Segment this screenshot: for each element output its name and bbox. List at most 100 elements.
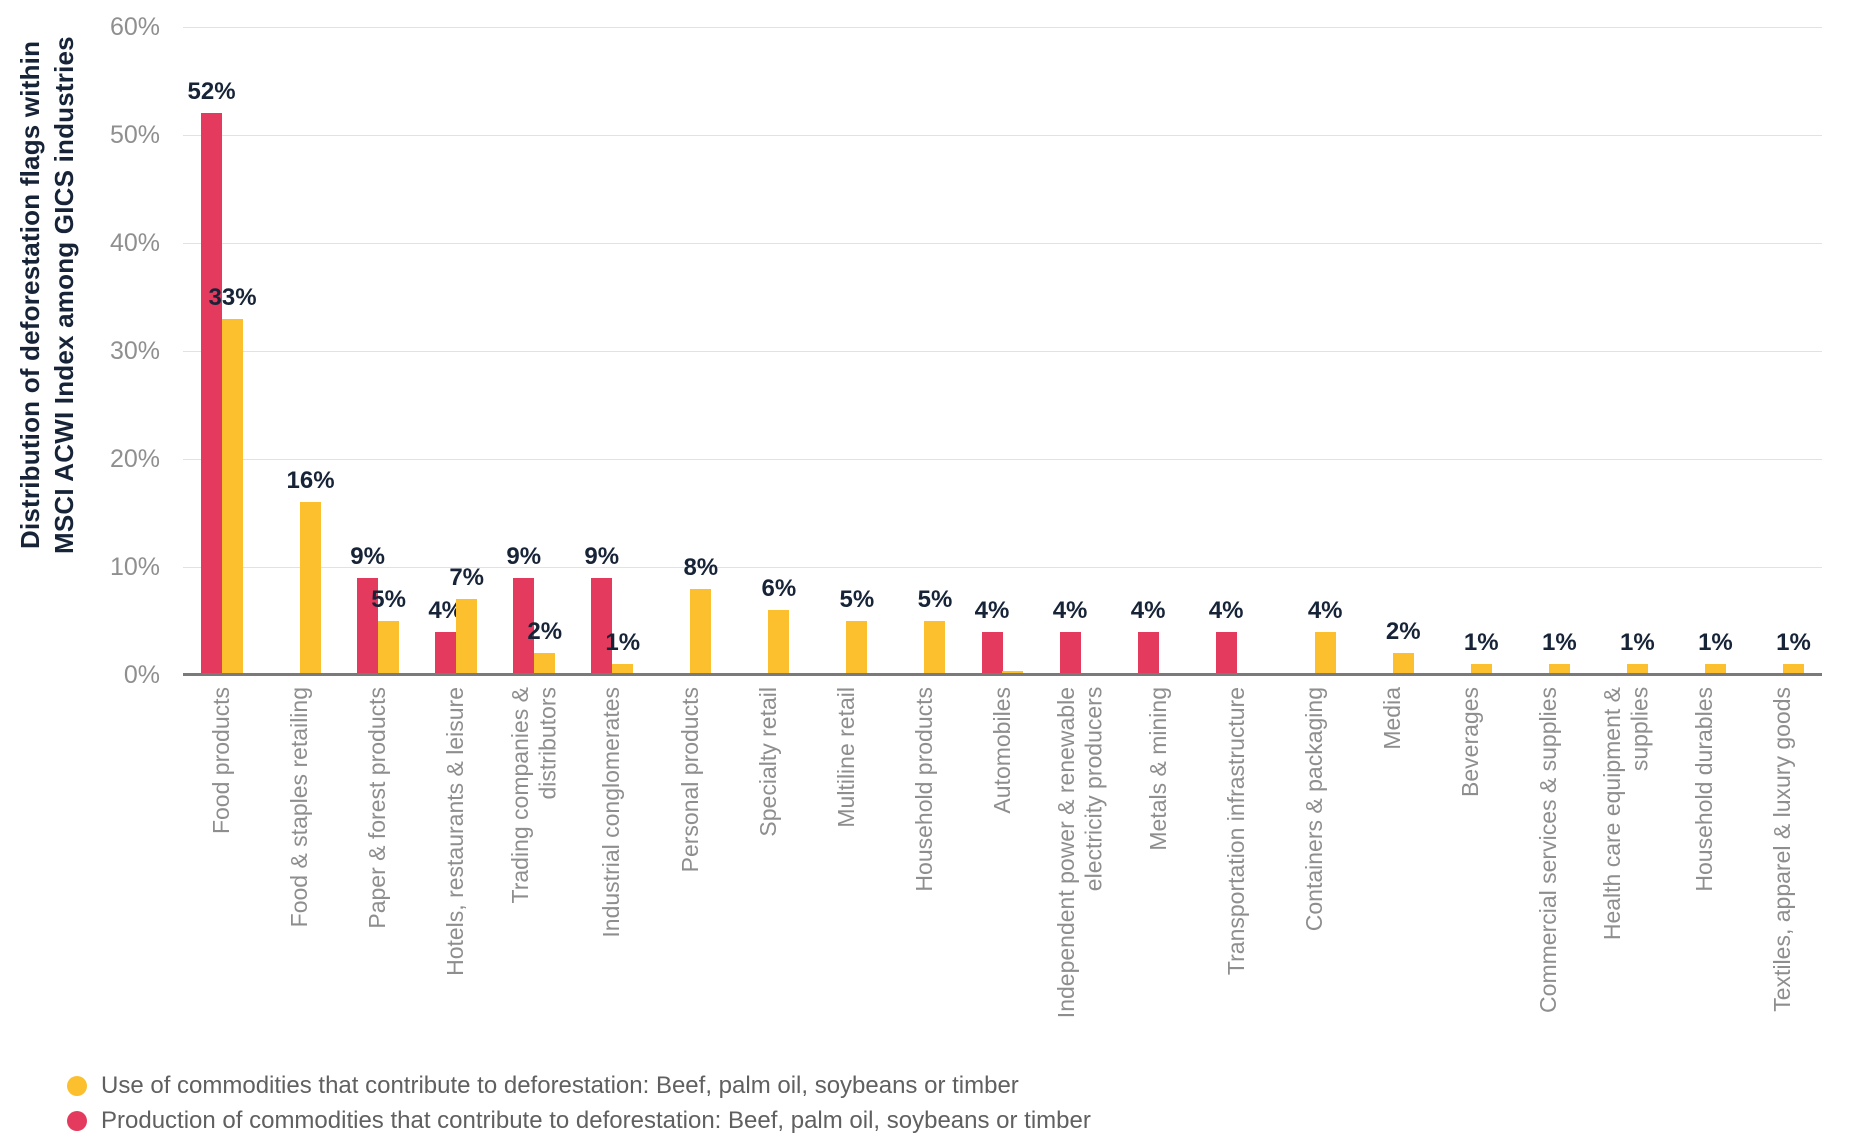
legend-item-production: Production of commodities that contribut… <box>67 1107 1091 1134</box>
category-group: 8% Personal products <box>651 27 729 872</box>
y-tick-label: 40% <box>109 229 160 257</box>
category-group: 6% Specialty retail <box>729 27 807 837</box>
category-label: Textiles, apparel & luxury goods <box>1769 687 1796 1012</box>
legend-label-use: Use of commodities that contribute to de… <box>101 1072 1019 1099</box>
legend: Use of commodities that contribute to de… <box>67 1072 1091 1134</box>
y-tick-label: 30% <box>109 337 160 365</box>
bar-value-label: 52% <box>187 78 236 106</box>
production-bar <box>357 577 379 675</box>
category-group: 2% Media <box>1354 27 1432 750</box>
bar-value-label: 1% <box>1776 629 1811 657</box>
use-bar <box>222 318 244 675</box>
use-bar <box>1314 631 1336 675</box>
category-group: 4% Independent power & renewable electric… <box>1042 27 1120 1018</box>
bar-value-label: 9% <box>584 542 620 570</box>
use-bar <box>846 621 868 675</box>
gridline <box>183 26 1822 28</box>
use-bar <box>1002 670 1024 675</box>
bar-value-label: 2% <box>1385 618 1421 646</box>
production-bar <box>591 577 613 675</box>
y-tick-label: 10% <box>109 553 160 581</box>
category-group: 4% Automobiles <box>963 27 1041 814</box>
legend-marker-use-icon <box>67 1075 87 1096</box>
bar-value-label: 16% <box>286 467 335 495</box>
use-bar <box>924 621 946 675</box>
category-group: 4% Transportation infrastructure <box>1198 27 1276 975</box>
bar-value-label: 2% <box>527 618 563 646</box>
bar-value-label: 1% <box>1698 629 1733 657</box>
y-tick-label: 20% <box>109 445 160 473</box>
y-axis-title: Distribution of deforestation flags with… <box>15 36 79 554</box>
category-group: 1% Textiles, apparel & luxury goods <box>1744 27 1822 1012</box>
category-group: 4% Metals & mining <box>1120 27 1198 850</box>
use-bar <box>612 664 634 675</box>
bar-value-label: 9% <box>350 542 385 570</box>
gridline <box>183 458 1822 460</box>
use-bar <box>1470 664 1492 675</box>
bar-value-label: 5% <box>839 586 875 613</box>
category-group: 16% Food & staples retailing <box>261 27 339 928</box>
use-bar <box>456 599 478 675</box>
gridline <box>183 134 1822 136</box>
gridline <box>183 242 1822 244</box>
category-group: 5% Household products <box>885 27 963 892</box>
use-bar <box>690 588 712 675</box>
bar-value-label: 7% <box>449 564 484 592</box>
production-bar <box>1059 631 1081 675</box>
bar-value-label: 8% <box>683 553 719 581</box>
category-group: 4% Containers & packaging <box>1276 27 1354 931</box>
y-tick-label: 0% <box>123 661 160 689</box>
production-bar <box>981 631 1003 675</box>
category-group: 1% Health care equipment & supplies <box>1588 27 1666 940</box>
category-group: 9% 5% Paper & forest products <box>339 27 417 928</box>
production-bar <box>1137 631 1159 675</box>
category-group: 9% 1% Industrial conglomerates <box>573 27 651 937</box>
bar-value-label: 4% <box>1130 596 1166 624</box>
use-bar <box>1626 664 1648 675</box>
bar-value-label: 1% <box>1463 629 1499 657</box>
bar-value-label: 4% <box>974 596 1010 624</box>
legend-item-use: Use of commodities that contribute to de… <box>67 1072 1091 1099</box>
bar-value-label: 5% <box>371 586 406 613</box>
bar-value-label: 1% <box>1541 629 1577 657</box>
use-bar <box>768 610 790 675</box>
bar-value-label: 1% <box>605 629 641 657</box>
production-bar <box>513 577 535 675</box>
y-tick-label: 50% <box>109 121 160 149</box>
x-axis-baseline <box>183 673 1822 676</box>
use-bar <box>1392 653 1414 675</box>
use-bar <box>378 621 400 675</box>
legend-label-production: Production of commodities that contribut… <box>101 1107 1091 1134</box>
bar-value-label: 6% <box>761 575 797 603</box>
bar-value-label: 1% <box>1620 629 1655 657</box>
category-group: 1% Commercial services & supplies <box>1510 27 1588 1013</box>
legend-marker-production-icon <box>67 1110 87 1131</box>
bar-value-label: 4% <box>1307 596 1343 624</box>
production-bar <box>1215 631 1237 675</box>
bar-value-label: 5% <box>917 586 953 613</box>
use-bar <box>1704 664 1726 675</box>
use-bar <box>534 653 556 675</box>
category-group: 4% 7% Hotels, restaurants & leisure <box>417 27 495 976</box>
bar-value-label: 33% <box>208 283 257 311</box>
category-group: 1% Beverages <box>1432 27 1510 797</box>
category-group: 9% 2% Trading companies & distributors <box>495 27 573 903</box>
y-tick-label: 60% <box>109 13 160 41</box>
production-bar <box>435 631 457 675</box>
bar-value-label: 4% <box>1052 596 1088 624</box>
gridline <box>183 350 1822 352</box>
bars-container: 52% 33% Food products 16% Food & staples ret… <box>183 27 1822 1018</box>
bar-value-label: 4% <box>1208 596 1244 624</box>
use-bar <box>1782 664 1804 675</box>
category-label-wrap: Textiles, apparel & luxury goods <box>1714 687 1852 1012</box>
use-bar <box>300 502 322 675</box>
plot-area: 0% 10% 20% 30% 40% 50% 60% 52% 33% Food products… <box>110 13 1822 1018</box>
category-group: 1% Household durables <box>1666 27 1744 892</box>
gridline <box>183 566 1822 568</box>
bar-value-label: 9% <box>506 542 542 570</box>
category-group: 5% Multiline retail <box>807 27 885 828</box>
production-bar <box>201 113 223 675</box>
category-group: 52% 33% Food products <box>183 27 261 834</box>
use-bar <box>1548 664 1570 675</box>
